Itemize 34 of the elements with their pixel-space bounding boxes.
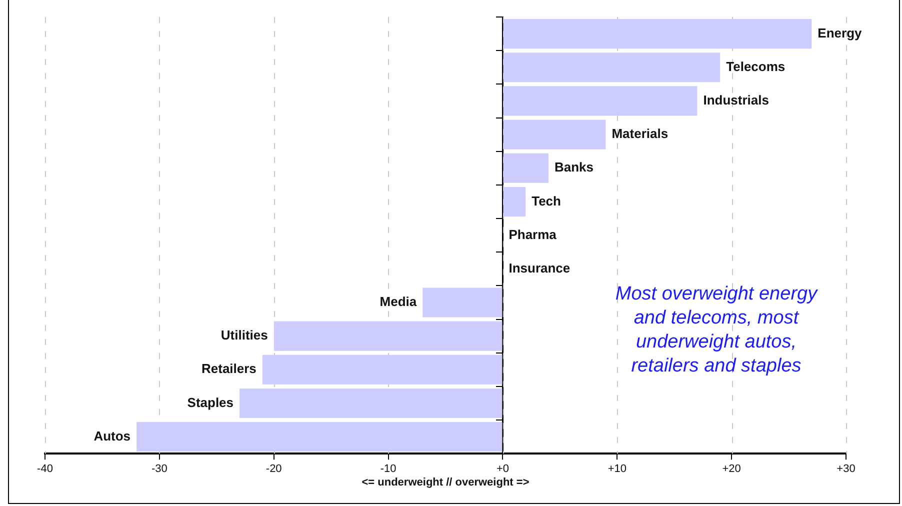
y-tick-label: Staples	[187, 394, 234, 410]
bar	[422, 288, 502, 318]
bar	[136, 422, 502, 452]
x-tick-label: -10	[380, 463, 396, 476]
bar	[503, 52, 720, 82]
x-tick-label: -30	[151, 463, 168, 476]
y-tick-label: Energy	[818, 25, 863, 40]
y-tick-label: Banks	[554, 160, 594, 175]
bar	[262, 354, 502, 384]
bar	[274, 321, 502, 351]
x-axis-title: <= underweight // overweight =>	[362, 476, 530, 488]
bar	[240, 388, 502, 418]
x-tick-label: +30	[836, 463, 856, 476]
bar	[503, 86, 698, 116]
y-tick-label: Retailers	[201, 361, 256, 376]
x-tick-label: -40	[37, 463, 53, 476]
y-tick-label: Media	[380, 294, 418, 310]
y-tick-label: Utilities	[220, 328, 268, 343]
bar	[503, 186, 526, 216]
y-tick-label: Materials	[612, 126, 668, 142]
y-tick-label: Industrials	[703, 92, 769, 108]
x-tick-label: +10	[608, 463, 626, 476]
bar	[503, 19, 812, 49]
y-tick-label: Autos	[94, 428, 131, 444]
x-tick-label: -20	[266, 463, 282, 476]
y-tick-label: Telecoms	[726, 58, 786, 74]
y-tick-label: Insurance	[508, 260, 570, 276]
bar	[503, 120, 606, 150]
x-tick-label: +0	[496, 463, 509, 476]
annotation: Most overweight energy and telecoms, most underweight autos, retailers and staples	[615, 284, 819, 377]
x-tick-label: +20	[722, 463, 741, 476]
y-tick-label: Pharma	[508, 226, 558, 242]
bar	[503, 153, 548, 183]
y-tick-label: Tech	[532, 193, 562, 208]
